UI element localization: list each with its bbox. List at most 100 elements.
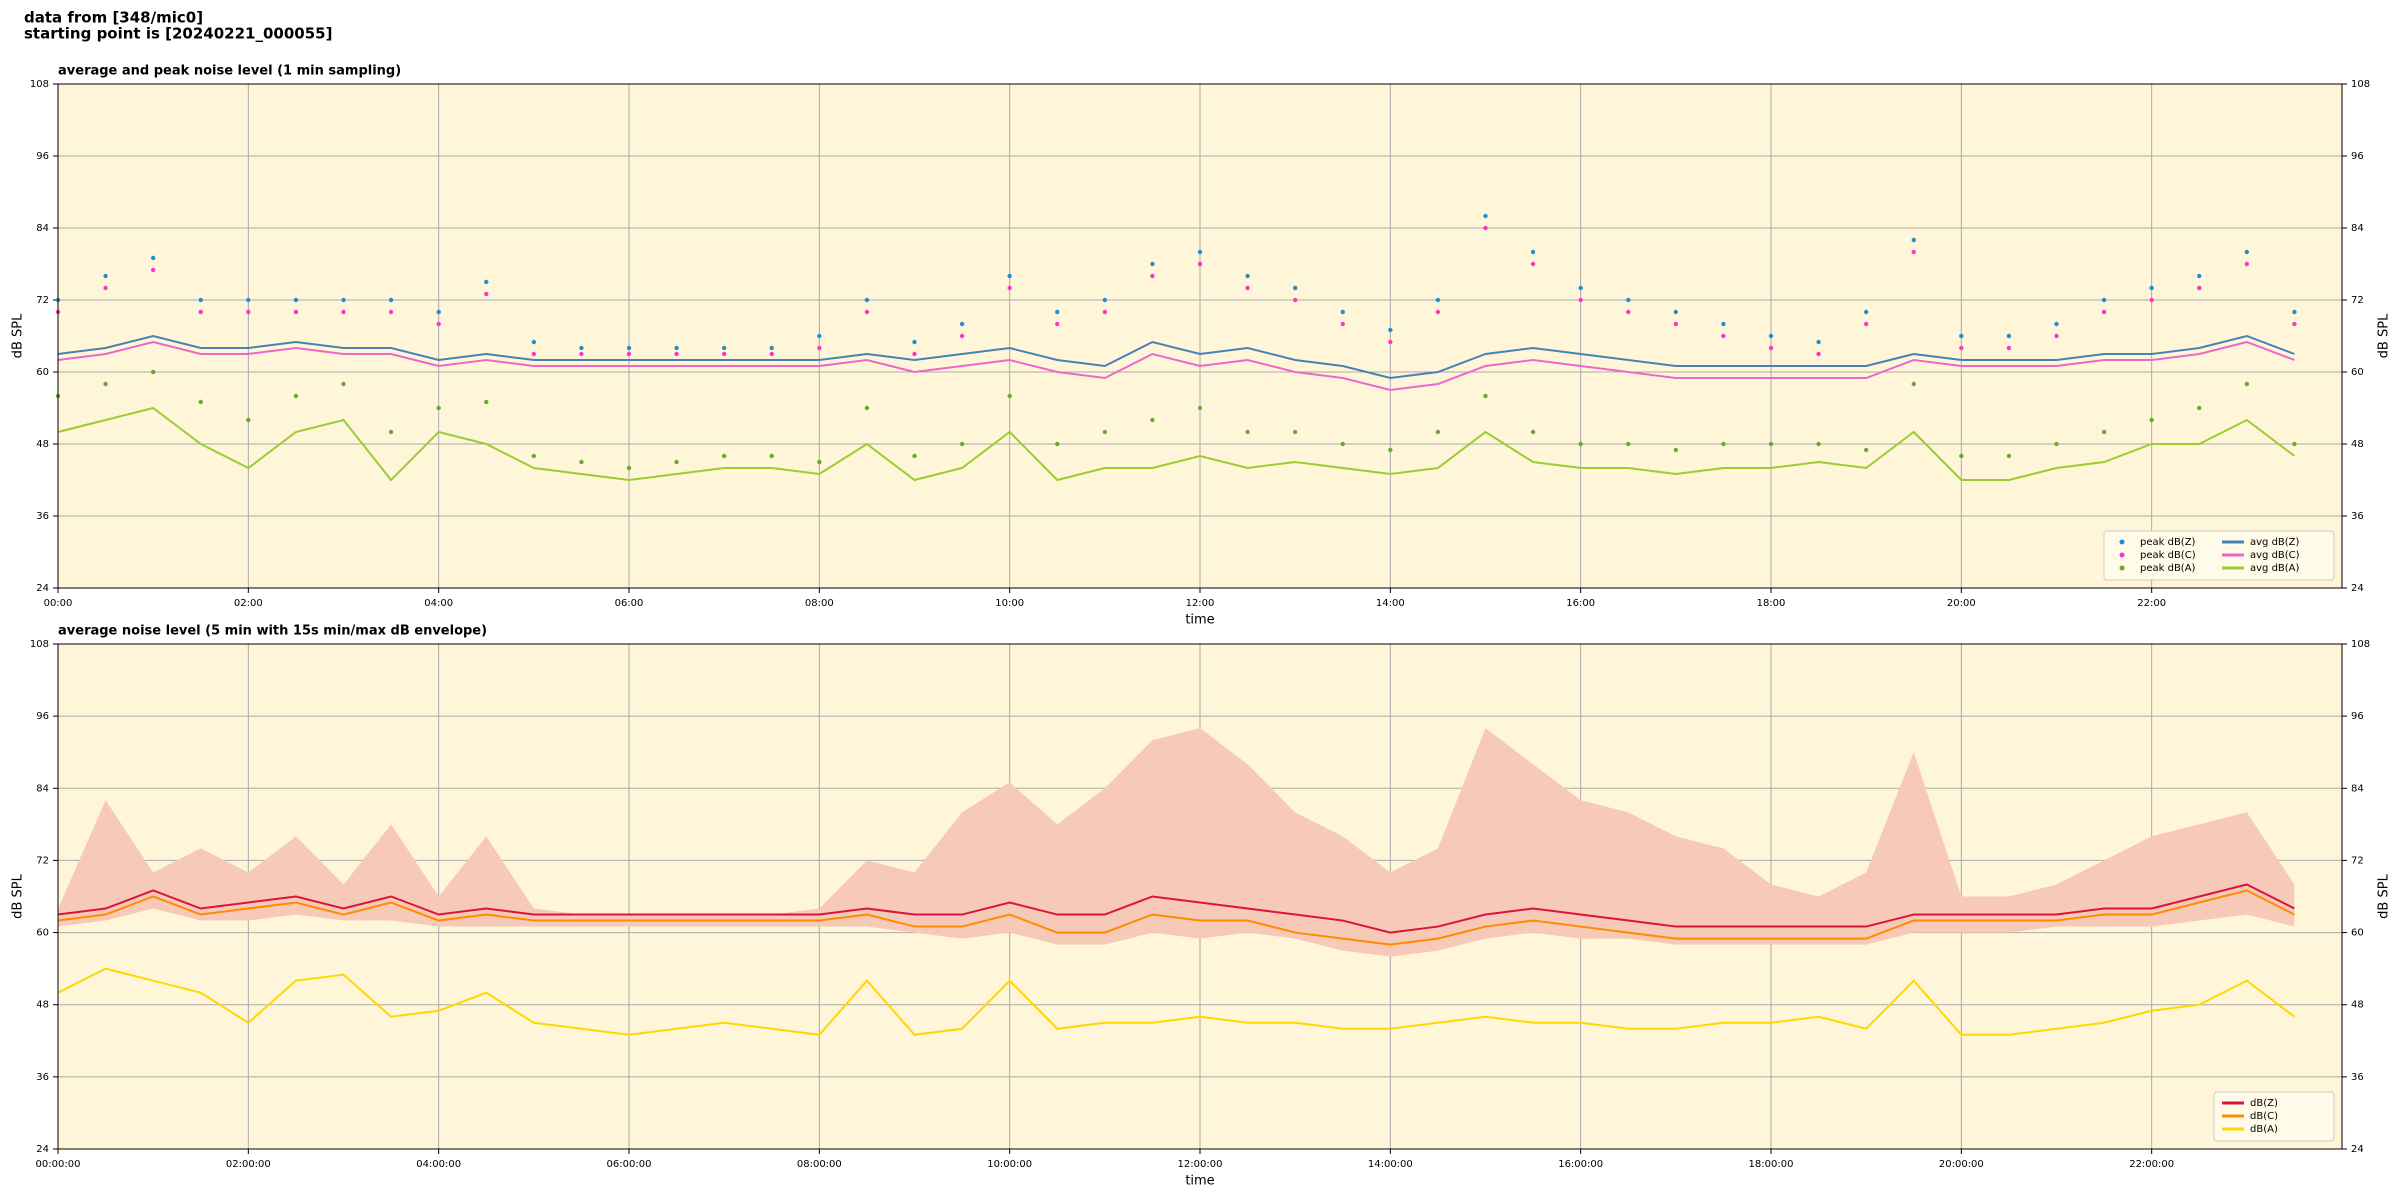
peak-marker: [2006, 453, 2012, 459]
y2-tick-label: 60: [2351, 367, 2364, 378]
peak-marker: [1102, 297, 1108, 303]
header-line: data from [348/mic0]: [24, 9, 203, 27]
y-tick-label: 84: [36, 783, 49, 794]
peak-marker: [674, 459, 679, 465]
y2-tick-label: 96: [2351, 151, 2364, 162]
peak-marker: [2292, 441, 2297, 447]
peak-marker: [341, 297, 346, 303]
peak-marker: [864, 297, 870, 303]
y-tick-label: 72: [36, 855, 49, 866]
y2-axis-label: dB SPL: [2377, 873, 2392, 918]
peak-marker: [293, 309, 299, 315]
x-tick-label: 16:00:00: [1558, 1159, 1603, 1170]
peak-marker: [2006, 345, 2012, 351]
peak-marker: [1816, 351, 1821, 357]
peak-marker: [1863, 447, 1869, 453]
peak-marker: [1721, 321, 1726, 327]
x-tick-label: 18:00:00: [1749, 1159, 1794, 1170]
peak-marker: [1197, 249, 1203, 255]
legend-label: avg dB(Z): [2250, 537, 2300, 548]
peak-marker: [674, 351, 679, 357]
peak-marker: [1150, 417, 1155, 423]
x-tick-label: 14:00: [1376, 598, 1405, 609]
peak-marker: [531, 351, 537, 357]
y-tick-label: 24: [36, 583, 49, 594]
legend-label: dB(C): [2250, 1111, 2278, 1122]
peak-marker: [1816, 339, 1821, 345]
legend-label: peak dB(Z): [2140, 537, 2196, 548]
peak-marker: [150, 255, 156, 261]
peak-marker: [1483, 213, 1488, 219]
peak-marker: [2197, 285, 2202, 291]
peak-marker: [1007, 393, 1012, 399]
peak-marker: [1340, 309, 1345, 315]
y-tick-label: 84: [36, 223, 49, 234]
legend-label: avg dB(C): [2250, 550, 2300, 561]
peak-marker: [1863, 321, 1869, 327]
peak-marker: [1292, 429, 1298, 435]
peak-marker: [388, 297, 394, 303]
peak-marker: [1959, 345, 1964, 351]
peak-marker: [1388, 327, 1393, 333]
y-tick-label: 60: [36, 928, 49, 939]
peak-marker: [1483, 225, 1488, 231]
peak-marker: [2292, 309, 2297, 315]
peak-marker: [246, 297, 251, 303]
peak-marker: [959, 333, 965, 339]
peak-marker: [1388, 339, 1393, 345]
peak-marker: [436, 405, 441, 411]
y-tick-label: 48: [36, 439, 49, 450]
x-tick-label: 08:00:00: [797, 1159, 842, 1170]
peak-marker: [1721, 333, 1726, 339]
peak-marker: [103, 381, 108, 387]
peak-marker: [674, 345, 679, 351]
legend-label: dB(A): [2250, 1124, 2278, 1135]
peak-marker: [2197, 405, 2202, 411]
peak-marker: [484, 279, 489, 285]
peak-marker: [1673, 321, 1679, 327]
peak-marker: [1673, 447, 1679, 453]
peak-marker: [817, 459, 822, 465]
x-tick-label: 00:00:00: [36, 1159, 81, 1170]
peak-marker: [341, 309, 346, 315]
series-line: [57, 889, 2295, 946]
peak-marker: [293, 393, 299, 399]
peak-marker: [1721, 441, 1726, 447]
legend-label: peak dB(A): [2140, 563, 2196, 574]
x-tick-label: 22:00: [2137, 598, 2166, 609]
peak-marker: [1055, 309, 1060, 315]
peak-marker: [2244, 249, 2250, 255]
series-line: [57, 967, 2296, 1036]
peak-marker: [198, 309, 203, 315]
x-tick-label: 08:00: [805, 598, 834, 609]
series-line: [57, 883, 2295, 934]
peak-marker: [1102, 429, 1108, 435]
peak-marker: [769, 453, 774, 459]
peak-marker: [2292, 321, 2297, 327]
peak-marker: [1578, 285, 1583, 291]
peak-marker: [150, 267, 156, 273]
peak-marker: [1435, 297, 1441, 303]
y2-tick-label: 60: [2351, 928, 2364, 939]
peak-marker: [579, 459, 584, 465]
x-tick-label: 10:00: [995, 598, 1024, 609]
y-axis-label: dB SPL: [11, 313, 26, 358]
peak-marker: [626, 465, 632, 471]
legend-label: peak dB(C): [2140, 550, 2196, 561]
series-line: [57, 340, 2295, 392]
peak-marker: [912, 453, 917, 459]
chart-title: average noise level (5 min with 15s min/…: [58, 624, 487, 639]
peak-marker: [1578, 441, 1583, 447]
y2-axis-label: dB SPL: [2377, 313, 2392, 358]
y2-tick-label: 108: [2351, 79, 2370, 90]
y2-tick-label: 48: [2351, 1000, 2364, 1011]
peak-marker: [2244, 261, 2250, 267]
peak-marker: [388, 429, 394, 435]
peak-marker: [198, 399, 203, 405]
plot-frame: [57, 83, 2343, 589]
peak-marker: [817, 345, 822, 351]
y2-tick-label: 84: [2351, 783, 2364, 794]
peak-marker: [246, 417, 251, 423]
peak-marker: [1911, 237, 1916, 243]
peak-marker: [1055, 321, 1060, 327]
